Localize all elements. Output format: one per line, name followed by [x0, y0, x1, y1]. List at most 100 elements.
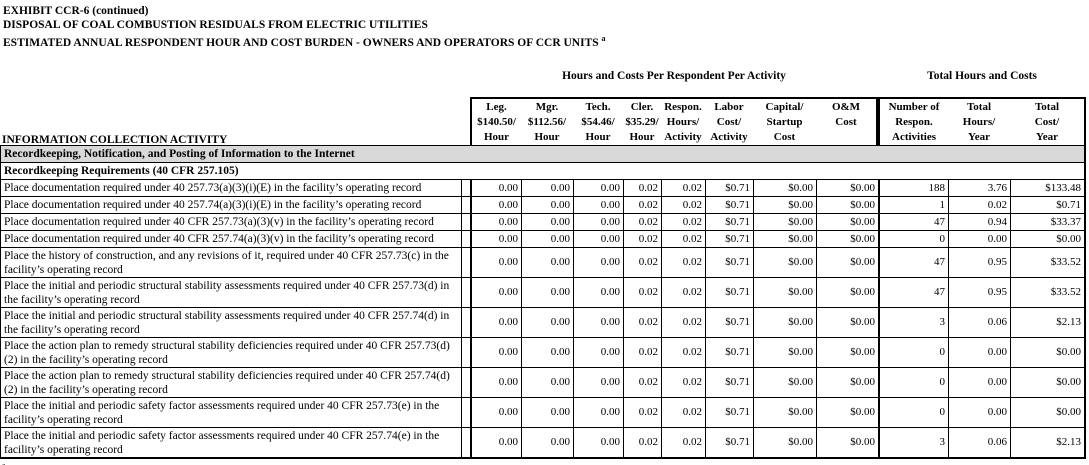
document-title: DISPOSAL OF COAL COMBUSTION RESIDUALS FR… — [3, 19, 428, 31]
column-header-total-hours-year: Total Hours/Year — [948, 96, 1010, 147]
section-label: Recordkeeping Requirements (40 CFR 257.1… — [0, 162, 1086, 180]
value-cell-labor-cost: $0.71 — [705, 179, 753, 197]
value-cell-total-cost-year: $33.52 — [1010, 247, 1086, 278]
value-cell-total-hours-year: 0.95 — [948, 247, 1010, 278]
value-cell-leg-rate: 0.00 — [470, 427, 521, 459]
column-header-om-cost: O&M Cost — [816, 96, 878, 147]
value-cell-num-activities: 47 — [878, 247, 948, 278]
value-cell-labor-cost: $0.71 — [705, 397, 753, 428]
value-cell-leg-rate: 0.00 — [470, 397, 521, 428]
column-header-cler-rate: Cler. $35.29/Hour — [623, 96, 661, 147]
value-cell-num-activities: 0 — [878, 397, 948, 428]
row-gap — [462, 214, 470, 231]
document-header: EXHIBIT CCR-6 (continued) DISPOSAL OF CO… — [0, 0, 1089, 50]
value-cell-labor-cost: $0.71 — [705, 277, 753, 308]
value-cell-cler-rate: 0.02 — [623, 277, 661, 308]
value-cell-leg-rate: 0.00 — [470, 213, 521, 231]
value-cell-tech-rate: 0.00 — [573, 230, 623, 248]
group-header-per-respondent: Hours and Costs Per Respondent Per Activ… — [562, 69, 786, 82]
row-gap — [462, 428, 470, 459]
value-cell-tech-rate: 0.00 — [573, 247, 623, 278]
value-cell-total-cost-year: $0.00 — [1010, 397, 1086, 428]
value-cell-tech-rate: 0.00 — [573, 307, 623, 338]
value-cell-om-cost: $0.00 — [816, 247, 878, 278]
value-cell-mgr-rate: 0.00 — [521, 213, 573, 231]
table-row: Place the action plan to remedy structur… — [0, 337, 1089, 368]
value-cell-capital-startup: $0.00 — [753, 230, 816, 248]
value-cell-cler-rate: 0.02 — [623, 427, 661, 459]
value-cell-tech-rate: 0.00 — [573, 196, 623, 214]
value-cell-mgr-rate: 0.00 — [521, 337, 573, 368]
value-cell-total-cost-year: $2.13 — [1010, 427, 1086, 459]
activity-cell: Place the action plan to remedy structur… — [0, 367, 462, 398]
value-cell-mgr-rate: 0.00 — [521, 196, 573, 214]
value-cell-cler-rate: 0.02 — [623, 179, 661, 197]
value-cell-mgr-rate: 0.00 — [521, 397, 573, 428]
value-cell-capital-startup: $0.00 — [753, 337, 816, 368]
value-cell-om-cost: $0.00 — [816, 337, 878, 368]
value-cell-total-cost-year: $0.00 — [1010, 367, 1086, 398]
activity-cell: Place documentation required under 40 25… — [0, 196, 462, 214]
value-cell-capital-startup: $0.00 — [753, 367, 816, 398]
value-cell-respon-hours: 0.02 — [661, 307, 705, 338]
activity-cell: Place the history of construction, and a… — [0, 247, 462, 278]
value-cell-total-hours-year: 0.00 — [948, 397, 1010, 428]
value-cell-leg-rate: 0.00 — [470, 277, 521, 308]
column-header-num-activities: Number of Respon. Activities — [878, 96, 948, 147]
activity-cell: Place documentation required under 40 CF… — [0, 213, 462, 231]
value-cell-respon-hours: 0.02 — [661, 213, 705, 231]
value-cell-cler-rate: 0.02 — [623, 397, 661, 428]
value-cell-total-hours-year: 0.00 — [948, 337, 1010, 368]
value-cell-respon-hours: 0.02 — [661, 427, 705, 459]
value-cell-capital-startup: $0.00 — [753, 247, 816, 278]
value-cell-num-activities: 0 — [878, 230, 948, 248]
activity-cell: Place documentation required under 40 25… — [0, 179, 462, 197]
value-cell-capital-startup: $0.00 — [753, 213, 816, 231]
value-cell-num-activities: 0 — [878, 337, 948, 368]
value-cell-mgr-rate: 0.00 — [521, 179, 573, 197]
value-cell-capital-startup: $0.00 — [753, 397, 816, 428]
value-cell-om-cost: $0.00 — [816, 367, 878, 398]
value-cell-om-cost: $0.00 — [816, 307, 878, 338]
value-cell-tech-rate: 0.00 — [573, 337, 623, 368]
value-cell-respon-hours: 0.02 — [661, 367, 705, 398]
value-cell-capital-startup: $0.00 — [753, 307, 816, 338]
value-cell-total-hours-year: 3.76 — [948, 179, 1010, 197]
value-cell-mgr-rate: 0.00 — [521, 307, 573, 338]
row-gap — [462, 248, 470, 278]
value-cell-num-activities: 47 — [878, 213, 948, 231]
column-header-leg-rate: Leg. $140.50/Hour — [470, 96, 521, 147]
value-cell-total-hours-year: 0.06 — [948, 307, 1010, 338]
value-cell-leg-rate: 0.00 — [470, 196, 521, 214]
value-cell-capital-startup: $0.00 — [753, 277, 816, 308]
value-cell-mgr-rate: 0.00 — [521, 277, 573, 308]
footnote-marker: a — [2, 461, 6, 465]
value-cell-total-hours-year: 0.00 — [948, 367, 1010, 398]
value-cell-om-cost: $0.00 — [816, 230, 878, 248]
value-cell-respon-hours: 0.02 — [661, 196, 705, 214]
value-cell-om-cost: $0.00 — [816, 179, 878, 197]
table-row: Place documentation required under 40 CF… — [0, 230, 1089, 248]
value-cell-num-activities: 188 — [878, 179, 948, 197]
document-subtitle: ESTIMATED ANNUAL RESPONDENT HOUR AND COS… — [3, 32, 1089, 50]
value-cell-labor-cost: $0.71 — [705, 230, 753, 248]
table-row: Place the initial and periodic safety fa… — [0, 397, 1089, 428]
column-header-mgr-rate: Mgr. $112.56/Hour — [521, 96, 573, 147]
value-cell-respon-hours: 0.02 — [661, 397, 705, 428]
value-cell-labor-cost: $0.71 — [705, 307, 753, 338]
value-cell-respon-hours: 0.02 — [661, 277, 705, 308]
value-cell-tech-rate: 0.00 — [573, 367, 623, 398]
value-cell-mgr-rate: 0.00 — [521, 427, 573, 459]
section-row: Recordkeeping, Notification, and Posting… — [0, 144, 1089, 163]
activity-cell: Place the action plan to remedy structur… — [0, 337, 462, 368]
value-cell-leg-rate: 0.00 — [470, 247, 521, 278]
header-gap — [462, 97, 470, 147]
value-cell-total-hours-year: 0.94 — [948, 213, 1010, 231]
value-cell-om-cost: $0.00 — [816, 196, 878, 214]
column-header-total-cost-year: Total Cost/Year — [1010, 96, 1086, 147]
table-row: Place documentation required under 40 25… — [0, 179, 1089, 197]
row-gap — [462, 231, 470, 248]
activity-cell: Place the initial and periodic structura… — [0, 277, 462, 308]
value-cell-respon-hours: 0.02 — [661, 337, 705, 368]
